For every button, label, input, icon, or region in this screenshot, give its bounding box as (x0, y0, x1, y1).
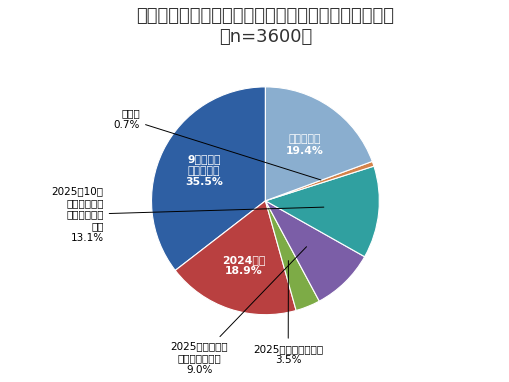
Wedge shape (265, 201, 319, 311)
Wedge shape (265, 201, 364, 301)
Text: その他
0.7%: その他 0.7% (114, 108, 321, 180)
Wedge shape (152, 87, 265, 270)
Text: 2025年になってから
3.5%: 2025年になってから 3.5% (253, 261, 323, 365)
Title: 衆議院の解散・総選挙はいつ行うのがよいと思うか？
（n=3600）: 衆議院の解散・総選挙はいつ行うのがよいと思うか？ （n=3600） (136, 7, 394, 46)
Text: 9月の自民
党総裁選前
35.5%: 9月の自民 党総裁選前 35.5% (185, 154, 223, 187)
Wedge shape (175, 201, 296, 315)
Text: 2024年内
18.9%: 2024年内 18.9% (222, 255, 266, 277)
Wedge shape (265, 87, 372, 201)
Text: 2025年10月
の任期満了ま
で行う必要は
ない
13.1%: 2025年10月 の任期満了ま で行う必要は ない 13.1% (52, 186, 324, 243)
Wedge shape (265, 162, 374, 201)
Text: わからない
19.4%: わからない 19.4% (286, 134, 323, 155)
Text: 2025年夏の参議
院選挙と同時に
9.0%: 2025年夏の参議 院選挙と同時に 9.0% (171, 247, 306, 375)
Wedge shape (265, 166, 379, 257)
